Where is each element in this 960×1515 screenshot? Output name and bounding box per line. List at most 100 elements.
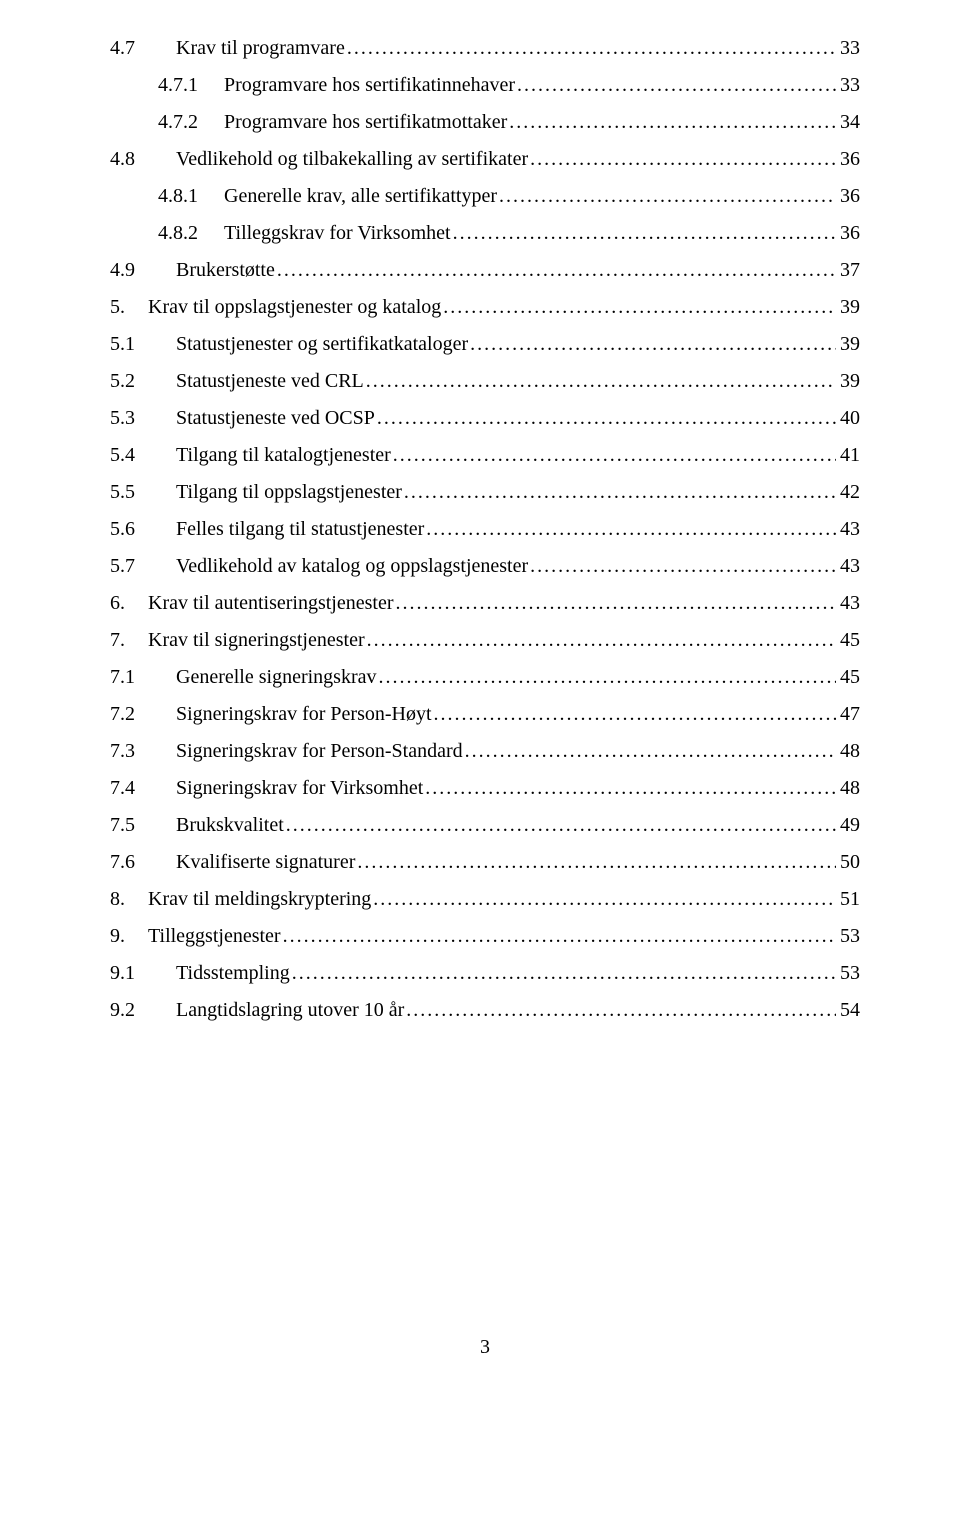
toc-entry-page: 53 — [836, 918, 860, 955]
toc-entry-page: 53 — [836, 955, 860, 992]
toc-entry-title: Generelle krav, alle sertifikattyper — [224, 178, 499, 215]
toc-entry-number: 9.1 — [110, 955, 176, 992]
toc-entry-page: 36 — [836, 178, 860, 215]
toc-entry-number: 7.1 — [110, 659, 176, 696]
toc-leader-dots — [277, 252, 836, 289]
toc-entry-page: 39 — [836, 326, 860, 363]
toc-entry-page: 36 — [836, 215, 860, 252]
toc-entry-page: 33 — [836, 30, 860, 67]
toc-entry[interactable]: 4.9Brukerstøtte 37 — [110, 252, 860, 289]
toc-entry-title: Brukerstøtte — [176, 252, 277, 289]
toc-leader-dots — [395, 585, 836, 622]
toc-entry-title: Tidsstempling — [176, 955, 292, 992]
toc-entry-number: 7.5 — [110, 807, 176, 844]
toc-entry-number: 9.2 — [110, 992, 176, 1029]
toc-entry-page: 43 — [836, 585, 860, 622]
toc-entry-title: Krav til signeringstjenester — [148, 622, 367, 659]
toc-entry[interactable]: 4.8.1Generelle krav, alle sertifikattype… — [110, 178, 860, 215]
toc-entry[interactable]: 5.Krav til oppslagstjenester og katalog … — [110, 289, 860, 326]
toc-entry-title: Tilgang til katalogtjenester — [176, 437, 393, 474]
toc-entry[interactable]: 5.3Statustjeneste ved OCSP 40 — [110, 400, 860, 437]
toc-entry[interactable]: 5.5Tilgang til oppslagstjenester 42 — [110, 474, 860, 511]
toc-leader-dots — [347, 30, 836, 67]
toc-entry[interactable]: 7.3Signeringskrav for Person-Standard 48 — [110, 733, 860, 770]
toc-entry-page: 48 — [836, 770, 860, 807]
toc-entry-number: 7.6 — [110, 844, 176, 881]
toc-entry-page: 34 — [836, 104, 860, 141]
toc-entry[interactable]: 7.1Generelle signeringskrav 45 — [110, 659, 860, 696]
toc-entry-page: 41 — [836, 437, 860, 474]
toc-leader-dots — [465, 733, 836, 770]
toc-container: 4.7Krav til programvare 334.7.1Programva… — [110, 30, 860, 1029]
toc-entry-number: 7.3 — [110, 733, 176, 770]
toc-entry-title: Kvalifiserte signaturer — [176, 844, 357, 881]
toc-entry-title: Vedlikehold og tilbakekalling av sertifi… — [176, 141, 530, 178]
toc-entry[interactable]: 9.2Langtidslagring utover 10 år 54 — [110, 992, 860, 1029]
toc-leader-dots — [357, 844, 836, 881]
toc-entry-number: 4.7.2 — [158, 104, 224, 141]
toc-entry-title: Krav til autentiseringstjenester — [148, 585, 395, 622]
toc-entry-number: 5.7 — [110, 548, 176, 585]
toc-entry[interactable]: 9.1Tidsstempling 53 — [110, 955, 860, 992]
toc-entry-number: 5.5 — [110, 474, 176, 511]
toc-entry[interactable]: 5.7Vedlikehold av katalog og oppslagstje… — [110, 548, 860, 585]
toc-leader-dots — [406, 992, 836, 1029]
toc-entry-title: Statustjeneste ved CRL — [176, 363, 366, 400]
toc-entry-page: 48 — [836, 733, 860, 770]
toc-entry[interactable]: 7.2Signeringskrav for Person-Høyt 47 — [110, 696, 860, 733]
toc-leader-dots — [509, 104, 836, 141]
toc-leader-dots — [283, 918, 836, 955]
toc-leader-dots — [366, 363, 836, 400]
toc-entry[interactable]: 4.7Krav til programvare 33 — [110, 30, 860, 67]
toc-entry-title: Brukskvalitet — [176, 807, 286, 844]
toc-entry-title: Tilleggskrav for Virksomhet — [224, 215, 453, 252]
toc-leader-dots — [426, 511, 836, 548]
toc-leader-dots — [470, 326, 836, 363]
toc-entry-title: Felles tilgang til statustjenester — [176, 511, 426, 548]
toc-entry[interactable]: 5.1Statustjenester og sertifikatkataloge… — [110, 326, 860, 363]
toc-entry-page: 54 — [836, 992, 860, 1029]
toc-entry-title: Programvare hos sertifikatmottaker — [224, 104, 509, 141]
toc-entry[interactable]: 4.8Vedlikehold og tilbakekalling av sert… — [110, 141, 860, 178]
toc-entry[interactable]: 7.5Brukskvalitet 49 — [110, 807, 860, 844]
toc-entry-page: 51 — [836, 881, 860, 918]
toc-leader-dots — [530, 141, 836, 178]
toc-entry-number: 8. — [110, 881, 148, 918]
toc-leader-dots — [425, 770, 836, 807]
toc-entry[interactable]: 9.Tilleggstjenester 53 — [110, 918, 860, 955]
toc-entry-number: 9. — [110, 918, 148, 955]
toc-leader-dots — [443, 289, 836, 326]
toc-leader-dots — [434, 696, 836, 733]
toc-entry[interactable]: 4.8.2Tilleggskrav for Virksomhet 36 — [110, 215, 860, 252]
toc-entry-title: Generelle signeringskrav — [176, 659, 378, 696]
toc-entry-page: 47 — [836, 696, 860, 733]
toc-entry-number: 5. — [110, 289, 148, 326]
toc-entry-page: 39 — [836, 363, 860, 400]
toc-leader-dots — [517, 67, 836, 104]
toc-entry-number: 7.4 — [110, 770, 176, 807]
toc-entry-page: 37 — [836, 252, 860, 289]
toc-entry[interactable]: 5.6Felles tilgang til statustjenester 43 — [110, 511, 860, 548]
toc-entry[interactable]: 8.Krav til meldingskryptering 51 — [110, 881, 860, 918]
toc-entry-title: Krav til meldingskryptering — [148, 881, 373, 918]
toc-entry-title: Langtidslagring utover 10 år — [176, 992, 406, 1029]
toc-entry-page: 40 — [836, 400, 860, 437]
toc-entry-number: 5.1 — [110, 326, 176, 363]
toc-entry[interactable]: 7.4Signeringskrav for Virksomhet 48 — [110, 770, 860, 807]
toc-entry[interactable]: 4.7.1Programvare hos sertifikatinnehaver… — [110, 67, 860, 104]
toc-entry-number: 5.2 — [110, 363, 176, 400]
toc-entry-title: Statustjenester og sertifikatkataloger — [176, 326, 470, 363]
toc-entry-page: 39 — [836, 289, 860, 326]
toc-entry[interactable]: 6.Krav til autentiseringstjenester 43 — [110, 585, 860, 622]
toc-entry-title: Statustjeneste ved OCSP — [176, 400, 377, 437]
toc-entry[interactable]: 4.7.2Programvare hos sertifikatmottaker … — [110, 104, 860, 141]
toc-entry[interactable]: 7.6Kvalifiserte signaturer 50 — [110, 844, 860, 881]
toc-entry[interactable]: 5.4Tilgang til katalogtjenester 41 — [110, 437, 860, 474]
toc-leader-dots — [377, 400, 836, 437]
toc-entry-number: 6. — [110, 585, 148, 622]
toc-entry-page: 50 — [836, 844, 860, 881]
toc-leader-dots — [530, 548, 836, 585]
toc-entry-page: 42 — [836, 474, 860, 511]
toc-entry[interactable]: 7.Krav til signeringstjenester 45 — [110, 622, 860, 659]
toc-entry[interactable]: 5.2Statustjeneste ved CRL 39 — [110, 363, 860, 400]
